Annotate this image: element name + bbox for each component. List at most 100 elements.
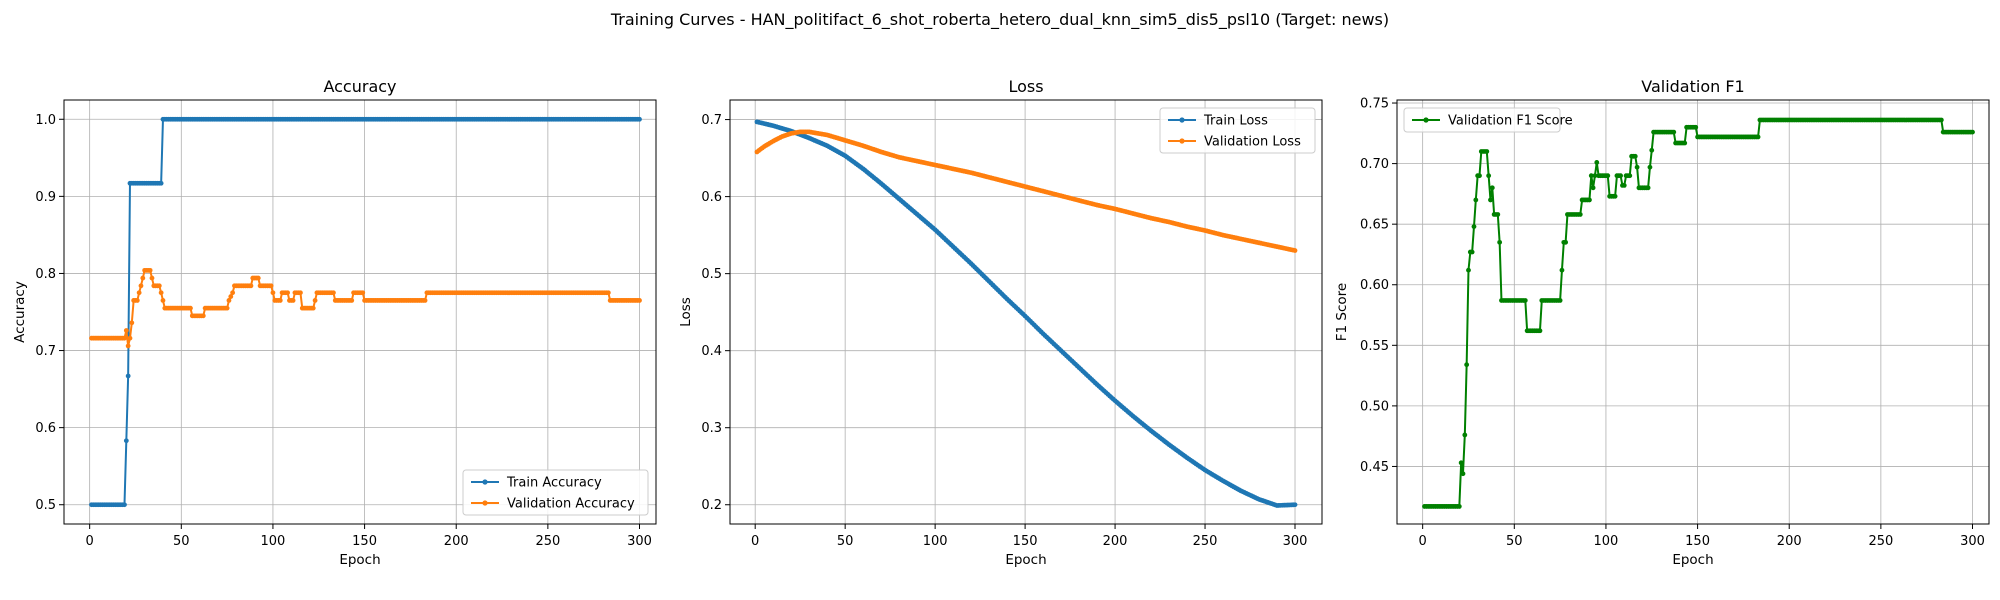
accuracy-x-tick-label: 150: [352, 534, 377, 549]
accuracy-chart-title: Accuracy: [323, 77, 396, 96]
accuracy-y-tick-label: 0.9: [35, 190, 56, 205]
f1-x-axis-label: Epoch: [1672, 552, 1713, 568]
loss-legend: Train Loss Validation Loss: [1159, 107, 1316, 154]
accuracy-series-0: [89, 116, 642, 508]
loss-x-tick-label: 150: [1013, 534, 1038, 549]
f1-data-point: [1618, 173, 1623, 179]
accuracy-data-point: [122, 502, 127, 508]
f1-data-point: [1471, 224, 1477, 229]
accuracy-data-point: [136, 290, 142, 296]
f1-x-tick-label: 50: [1506, 534, 1523, 549]
accuracy-data-point: [228, 294, 234, 299]
f1-data-point: [1938, 117, 1944, 123]
accuracy-data-point: [140, 275, 146, 281]
accuracy-panel: Accuracy Epoch Accuracy 0 50 100 150 200 250 3…: [12, 77, 657, 568]
accuracy-data-point: [422, 298, 428, 303]
f1-y-axis-label: F1 Score: [1334, 283, 1350, 341]
accuracy-legend-marker: [482, 500, 488, 506]
accuracy-data-point: [188, 305, 193, 311]
accuracy-x-tick-label: 300: [627, 534, 652, 549]
accuracy-x-tick-label: 100: [261, 534, 286, 549]
accuracy-data-point: [277, 298, 283, 303]
accuracy-data-point: [160, 298, 166, 303]
loss-panel: Loss Epoch Loss 0 50 100 150 200 250 300 0.2 0.3…: [678, 77, 1323, 568]
f1-y-tick-label: 0.50: [1360, 399, 1389, 414]
loss-axes-frame: [729, 99, 1323, 525]
accuracy-data-point: [147, 267, 153, 273]
loss-x-tick-label: 100: [923, 534, 948, 549]
f1-x-tick-label: 100: [1594, 534, 1619, 549]
f1-data-point: [1466, 267, 1471, 273]
loss-legend-marker: [1179, 138, 1185, 144]
f1-data-point: [1649, 147, 1655, 153]
f1-y-tick-label: 0.45: [1360, 460, 1389, 475]
f1-data-point: [1592, 173, 1598, 179]
f1-data-point: [1634, 164, 1640, 170]
accuracy-data-point: [248, 283, 254, 289]
loss-legend-box: [1159, 107, 1316, 154]
loss-x-axis-label: Epoch: [1005, 552, 1046, 568]
accuracy-data-point: [125, 373, 131, 379]
accuracy-data-point: [255, 275, 261, 281]
accuracy-axes-frame: [63, 99, 657, 525]
f1-data-point: [1495, 212, 1501, 217]
loss-data-point: [1292, 502, 1298, 508]
accuracy-data-point: [270, 290, 276, 296]
loss-x-tick-label: 300: [1283, 534, 1308, 549]
accuracy-y-tick-label: 0.8: [35, 267, 56, 282]
f1-x-tick-label: 250: [1868, 534, 1893, 549]
accuracy-data-point: [134, 298, 140, 303]
accuracy-data-point: [123, 438, 129, 444]
f1-y-tick-label: 0.75: [1360, 97, 1389, 112]
loss-y-tick-label: 0.3: [701, 421, 722, 436]
accuracy-x-tick-label: 200: [444, 534, 469, 549]
accuracy-data-point: [156, 283, 162, 289]
loss-x-tick-label: 0: [751, 534, 759, 549]
f1-data-point: [1970, 129, 1975, 135]
f1-data-point: [1557, 298, 1563, 303]
accuracy-data-point: [226, 298, 232, 303]
loss-y-tick-label: 0.4: [701, 344, 722, 359]
loss-y-axis-label: Loss: [678, 297, 694, 327]
accuracy-data-point: [349, 298, 355, 303]
f1-data-point: [1693, 124, 1699, 130]
loss-y-tick-label: 0.5: [701, 267, 722, 282]
accuracy-data-point: [129, 320, 135, 326]
f1-data-point: [1588, 173, 1594, 179]
f1-data-point: [1612, 193, 1618, 199]
f1-data-point: [1621, 183, 1627, 188]
loss-x-tick-label: 250: [1193, 534, 1218, 549]
accuracy-data-point: [298, 290, 303, 296]
accuracy-series-1: [89, 267, 642, 349]
f1-data-point: [1462, 432, 1468, 438]
accuracy-data-point: [360, 290, 366, 296]
f1-data-point: [1458, 460, 1464, 466]
accuracy-data-point: [268, 283, 274, 289]
accuracy-legend-marker: [482, 479, 488, 485]
accuracy-data-point: [230, 290, 236, 296]
accuracy-legend-box: [462, 469, 649, 516]
f1-data-point: [1755, 134, 1761, 140]
accuracy-data-point: [224, 305, 230, 311]
loss-data-point: [1292, 248, 1298, 253]
f1-data-point: [1577, 212, 1583, 217]
accuracy-y-tick-label: 0.7: [35, 344, 56, 359]
f1-legend-marker: [1423, 117, 1429, 123]
accuracy-x-tick-label: 50: [173, 534, 190, 549]
f1-data-point: [1464, 362, 1470, 368]
f1-data-point: [1594, 159, 1600, 165]
accuracy-y-axis-label: Accuracy: [12, 281, 28, 343]
accuracy-x-tick-label: 250: [535, 534, 560, 549]
f1-legend-box: [1403, 107, 1561, 133]
accuracy-x-axis-label: Epoch: [339, 552, 380, 568]
f1-data-point: [1627, 173, 1633, 179]
accuracy-legend: Train Accuracy Validation Accuracy: [462, 469, 649, 516]
f1-data-point: [1460, 471, 1466, 477]
f1-x-tick-label: 300: [1960, 534, 1985, 549]
loss-series-0: [754, 119, 1298, 508]
f1-data-point: [1671, 129, 1677, 135]
f1-data-point: [1489, 185, 1495, 191]
accuracy-data-point: [605, 290, 611, 296]
accuracy-data-point: [285, 290, 290, 296]
